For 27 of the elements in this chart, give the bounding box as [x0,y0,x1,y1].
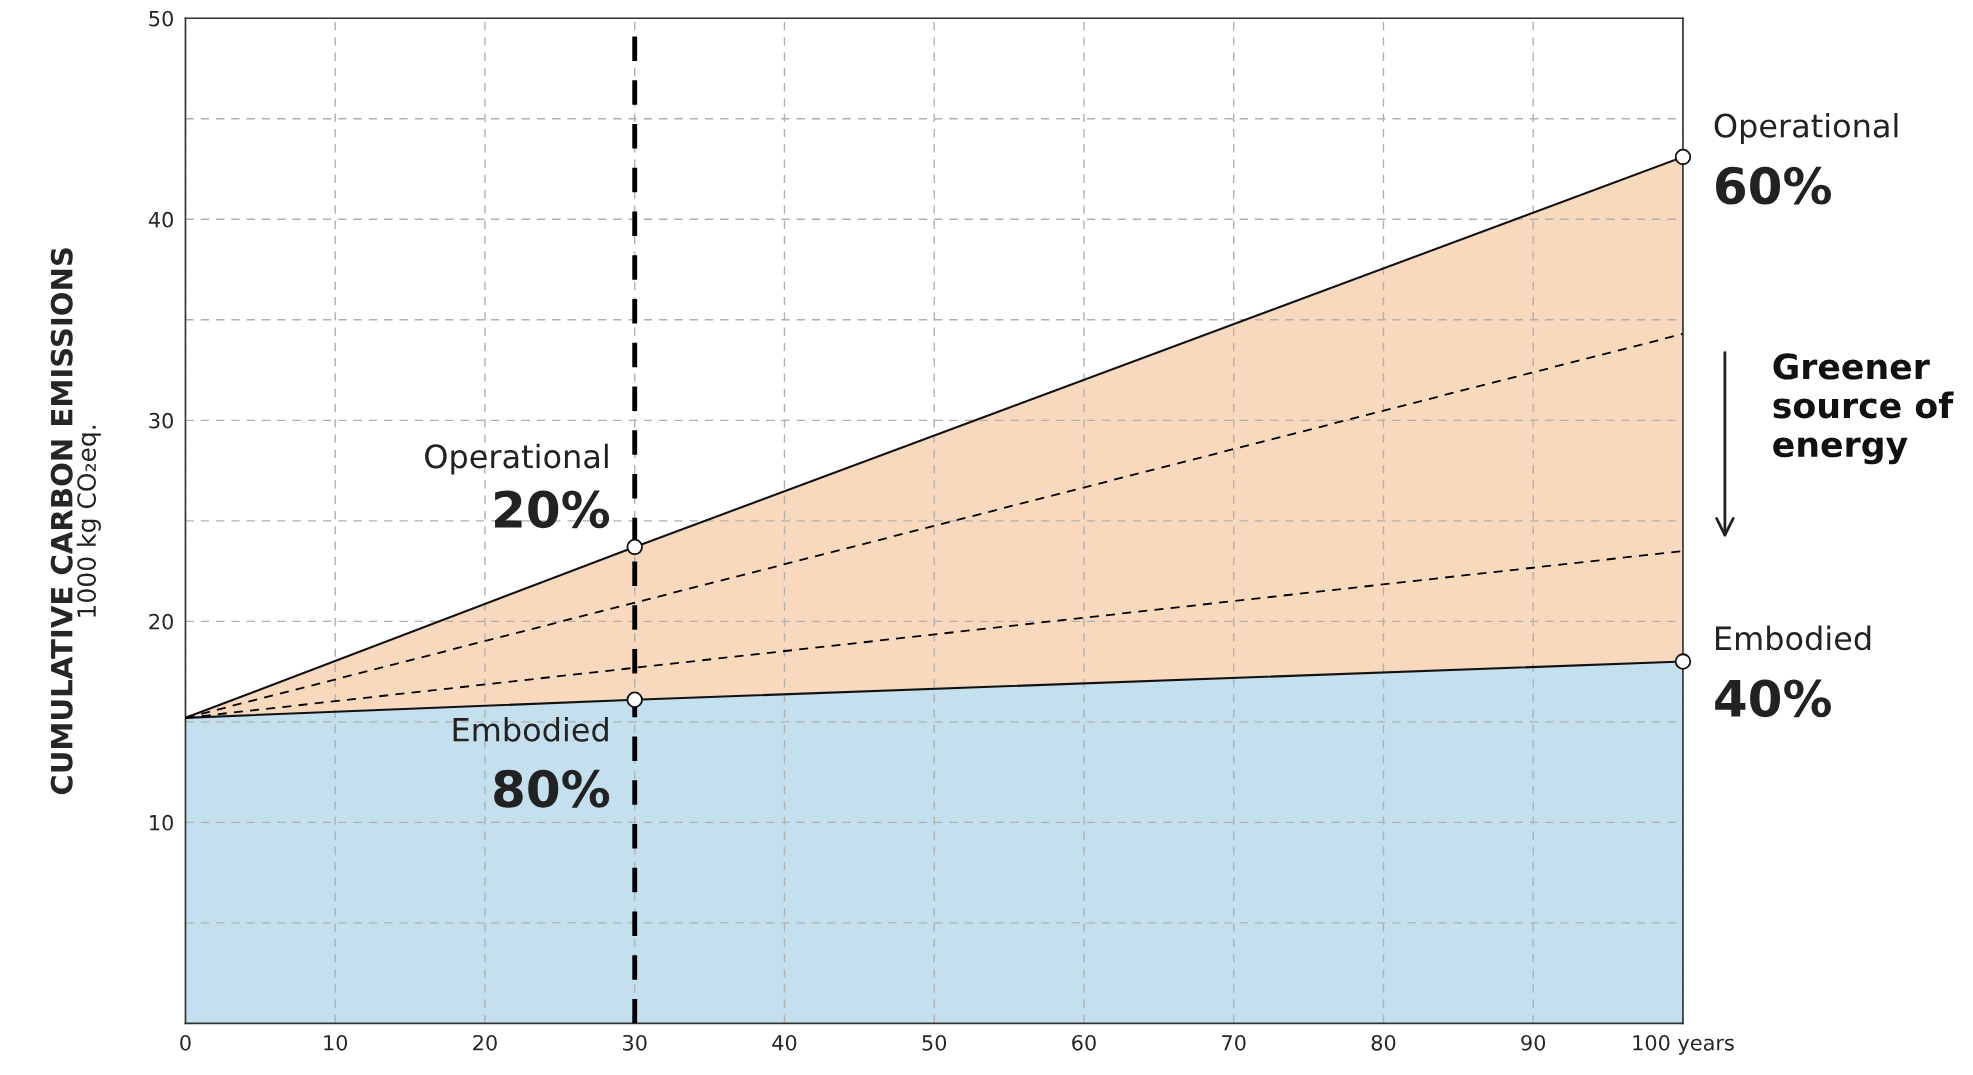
text: Operational [1714,113,1898,144]
x-tick-label: 50 [922,1034,947,1051]
annotation: Embodied [453,717,608,742]
text: Embodied [1716,625,1871,651]
x-tick-label: 70 [1222,1034,1246,1051]
annotation: 20% [495,490,610,529]
text: Greener source of energy [1773,353,1954,465]
x-tick-label: 40 [772,1034,797,1051]
text: 1000 kg CO₂eq. [76,425,101,617]
x-tick-label: 0 [180,1034,191,1051]
text: 40% [1715,679,1832,718]
y-tick-label: 40 [148,211,173,228]
annotation: Operational [425,443,608,475]
x-tick-label: 30 [623,1034,647,1051]
y-tick-label: 20 [149,613,173,630]
annotation: 80% [494,769,610,808]
x-tick-label: 80 [1371,1034,1396,1051]
x-tick-label: 100 years [1633,1034,1734,1055]
text: 60% [1716,166,1832,205]
y-tick-label: 50 [149,10,173,27]
y-tick-label: 30 [149,412,173,429]
x-tick-label: 10 [324,1034,348,1051]
y-tick-label: 10 [150,814,173,831]
x-tick-label: 20 [473,1034,497,1051]
y-axis-title: CUMULATIVE CARBON EMISSIONS [50,248,73,795]
x-tick-label: 90 [1521,1034,1546,1051]
x-tick-label: 60 [1072,1034,1096,1051]
